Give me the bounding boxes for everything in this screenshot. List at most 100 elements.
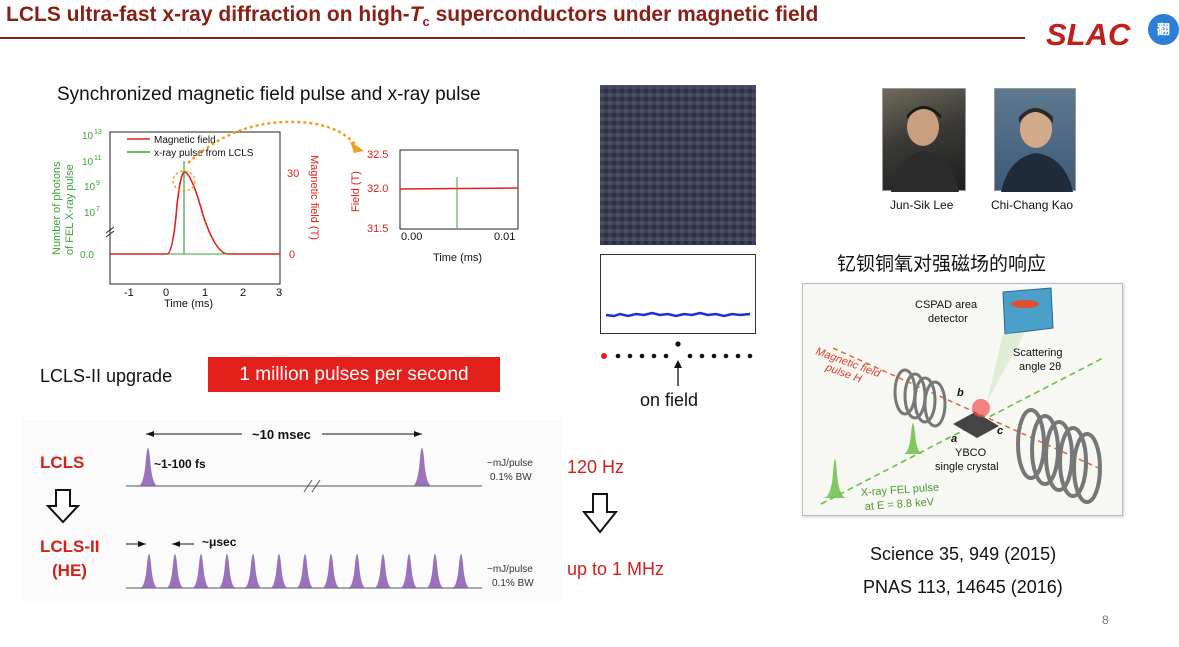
- x-tick: -1: [124, 287, 134, 299]
- x-tick: 2: [240, 287, 246, 299]
- dot: [627, 353, 633, 359]
- y-left-tick: 0.0: [80, 250, 94, 261]
- field-y-label: Field (T): [350, 171, 362, 212]
- dot-red: [601, 353, 607, 359]
- label-1mhz: up to 1 MHz: [567, 559, 665, 579]
- lcls2-pulse: [270, 554, 288, 588]
- label-axis-a: a: [951, 433, 957, 445]
- label-mj2: ~mJ/pulse: [487, 564, 533, 575]
- photo-chi-chang-kao: [994, 88, 1076, 192]
- setup-diagram: CSPAD area detector Scattering angle 2θ …: [814, 287, 1104, 513]
- reference-pnas: PNAS 113, 14645 (2016): [863, 577, 1063, 597]
- person-silhouette: [1001, 108, 1073, 192]
- lcls2-pulse: [166, 554, 184, 588]
- label-scattering: Scattering: [1013, 347, 1063, 359]
- dot: [639, 353, 645, 359]
- label-xray2: at E = 8.8 keV: [864, 496, 935, 513]
- axis-break: [105, 226, 115, 234]
- label-crystal: single crystal: [935, 461, 999, 473]
- name-jun-sik-lee: Jun-Sik Lee: [890, 198, 954, 212]
- magnetic-field-curve: [110, 171, 280, 255]
- usec-arrow-l-head: [138, 541, 146, 547]
- dot: [735, 353, 741, 359]
- field-zoom-plot: 32.5 32.0 31.5 0.00 0.01 Time (ms) Field…: [350, 149, 519, 264]
- down-arrow-icon: [581, 493, 619, 534]
- field-line: [399, 187, 519, 190]
- lcls2-pulse: [192, 554, 210, 588]
- dot: [663, 353, 669, 359]
- field-y-tick: 32.0: [367, 183, 388, 195]
- chinese-caption: 钇钡铜氧对强磁场的响应: [837, 254, 1047, 275]
- y-left-tick: 10: [82, 157, 94, 168]
- zoom-arrow-head: [350, 141, 364, 153]
- xray-pulse-shape: [823, 459, 847, 498]
- label-mj1: ~mJ/pulse: [487, 458, 533, 469]
- x-tick: 1: [202, 287, 208, 299]
- y-right-label: Magnetic field (T): [308, 155, 320, 240]
- lcls2-pulse: [218, 554, 236, 588]
- msec-arrow-left: [146, 431, 154, 437]
- dot: [711, 353, 717, 359]
- pulse-plot-frame: [109, 131, 281, 285]
- y-right-tick: 30: [287, 168, 299, 180]
- reference-science: Science 35, 949 (2015): [870, 544, 1057, 564]
- diffraction-spot: [1011, 300, 1039, 308]
- million-pulses-banner: 1 million pulses per second: [208, 357, 500, 392]
- lcls2-pulse: [140, 554, 158, 588]
- lcls2-pulse: [244, 554, 262, 588]
- coil-left: [893, 368, 947, 428]
- label-detector: detector: [928, 313, 968, 325]
- label-lcls2b: (HE): [52, 561, 87, 580]
- field-x-tick: 0.00: [401, 231, 422, 243]
- label-cspad: CSPAD area: [915, 299, 978, 311]
- photo-jun-sik-lee: [882, 88, 966, 192]
- label-lcls: LCLS: [40, 453, 84, 472]
- msec-arrow-right: [414, 431, 422, 437]
- label-axis-c: c: [997, 425, 1003, 437]
- xray-beam: [820, 357, 1104, 505]
- dot-raised: [675, 341, 681, 347]
- dot: [723, 353, 729, 359]
- dot: [699, 353, 705, 359]
- page-number: 8: [1102, 613, 1109, 627]
- dot: [651, 353, 657, 359]
- lcls2-pulse: [348, 554, 366, 588]
- dot: [747, 353, 753, 359]
- y-left-tick: 10: [84, 208, 96, 219]
- intensity-trace: [600, 254, 756, 334]
- lcls2-pulse: [426, 554, 444, 588]
- lcls2-pulse: [322, 554, 340, 588]
- y-left-label-2: of FEL X-ray pulse: [64, 164, 76, 255]
- slac-logo: SLAC: [1046, 17, 1131, 52]
- label-xray1: X-ray FEL pulse: [860, 482, 939, 499]
- x-axis-label: Time (ms): [164, 298, 213, 310]
- field-x-tick: 0.01: [494, 231, 515, 243]
- pulse-plot: Magnetic field x-ray pulse from LCLS 10 …: [51, 129, 320, 310]
- y-left-exp: 9: [96, 180, 100, 187]
- label-lcls2a: LCLS-II: [40, 537, 100, 556]
- y-left-exp: 13: [94, 129, 102, 136]
- field-x-label: Time (ms): [433, 252, 482, 264]
- y-left-label-1: Number of photons: [51, 161, 63, 255]
- label-fs: ~1-100 fs: [154, 457, 206, 471]
- zoom-arrow: [187, 120, 364, 164]
- scattering-cone: [987, 332, 1025, 402]
- setup-figure: CSPAD area detector Scattering angle 2θ …: [802, 283, 1123, 516]
- zoom-circle: [172, 170, 196, 192]
- lcls2-pulses: [140, 554, 470, 588]
- lcls2-pulse: [374, 554, 392, 588]
- name-chi-chang-kao: Chi-Chang Kao: [991, 198, 1074, 212]
- legend-xray-pulse: x-ray pulse from LCLS: [154, 148, 254, 159]
- translate-icon[interactable]: 翻: [1148, 14, 1179, 45]
- pulse-timeline: LCLS LCLS-II (HE) ~10 msec ~1-100 fs ~mJ…: [22, 418, 562, 603]
- sync-caption: Synchronized magnetic field pulse and x-…: [57, 84, 481, 105]
- msec-label-bg: [242, 424, 322, 442]
- axis-break: [105, 230, 115, 238]
- label-ybco: YBCO: [955, 447, 987, 459]
- zoom-arrow-path: [187, 120, 357, 164]
- beam-spot: [972, 399, 990, 417]
- label-bw1: 0.1% BW: [490, 472, 532, 483]
- y-right-tick: 0: [289, 249, 295, 261]
- lcls-pulse: [412, 448, 432, 486]
- label-120hz: 120 Hz: [567, 457, 625, 477]
